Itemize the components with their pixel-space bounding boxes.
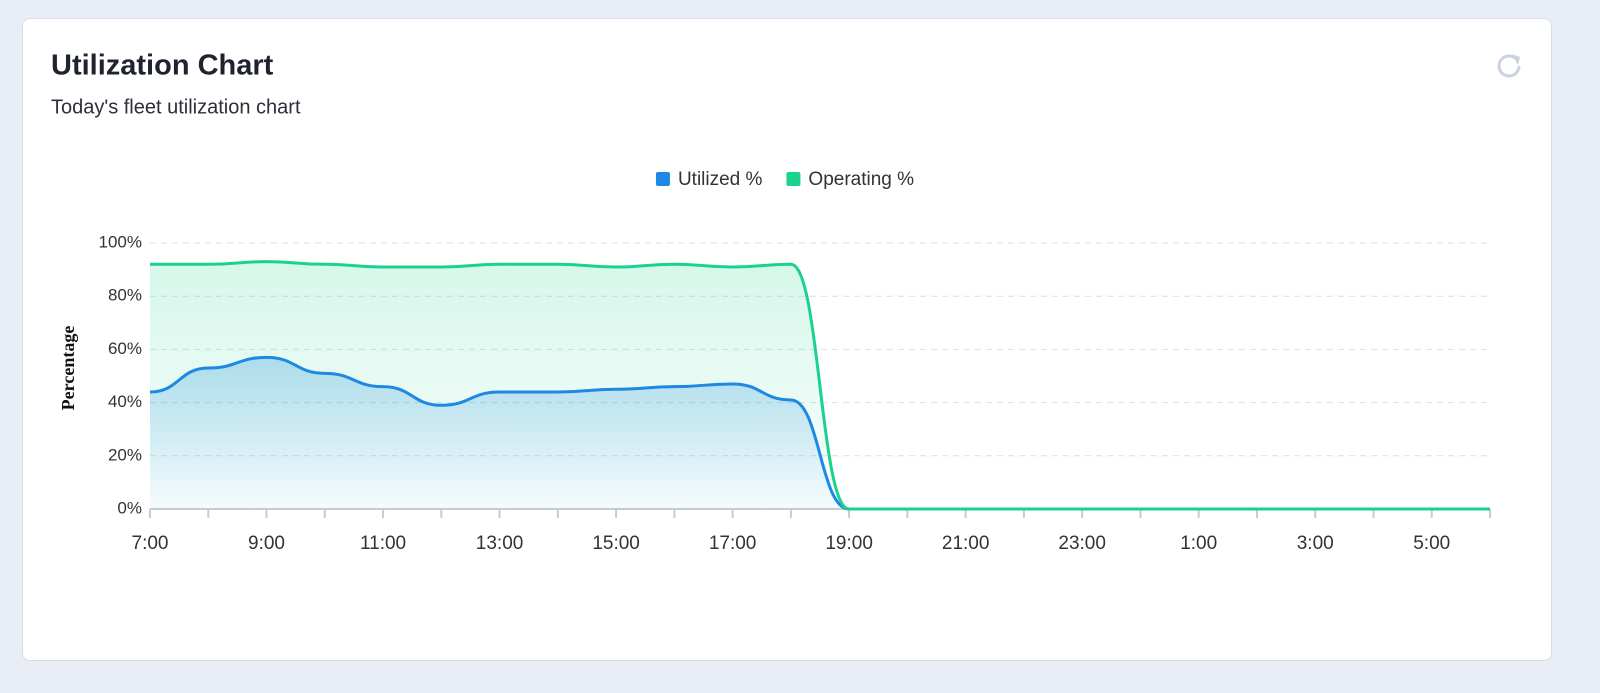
area-fill [150,261,1490,509]
x-tick-label: 5:00 [1413,533,1450,554]
legend-label: Operating % [808,169,914,190]
y-tick-label: 40% [108,392,142,411]
legend-label: Utilized % [678,169,763,190]
refresh-button[interactable] [1497,54,1521,78]
x-tick-label: 1:00 [1180,533,1217,554]
y-tick-label: 20% [108,445,142,464]
x-tick-label: 23:00 [1058,533,1106,554]
x-tick-label: 15:00 [592,533,640,554]
x-tick-label: 21:00 [942,533,990,554]
x-tick-label: 9:00 [248,533,285,554]
card-title: Utilization Chart [51,50,274,82]
legend: Utilized % Operating % [655,169,914,190]
x-tick-label: 7:00 [132,533,169,554]
y-tick-label: 100% [99,232,142,251]
y-tick-label: 60% [108,339,142,358]
card-subtitle: Today's fleet utilization chart [51,96,301,118]
y-tick-label: 80% [108,286,142,305]
legend-swatch [655,172,670,186]
x-tick-label: 3:00 [1297,533,1334,554]
line [149,260,1490,511]
x-tick-label: 19:00 [825,533,873,554]
x-tick-label: 13:00 [476,533,524,554]
y-axis-label: Percentage [58,326,78,411]
x-tick-label: 17:00 [709,533,757,554]
y-tick-label: 0% [117,498,142,517]
x-tick-label: 11:00 [360,533,406,554]
legend-swatch [786,172,801,186]
